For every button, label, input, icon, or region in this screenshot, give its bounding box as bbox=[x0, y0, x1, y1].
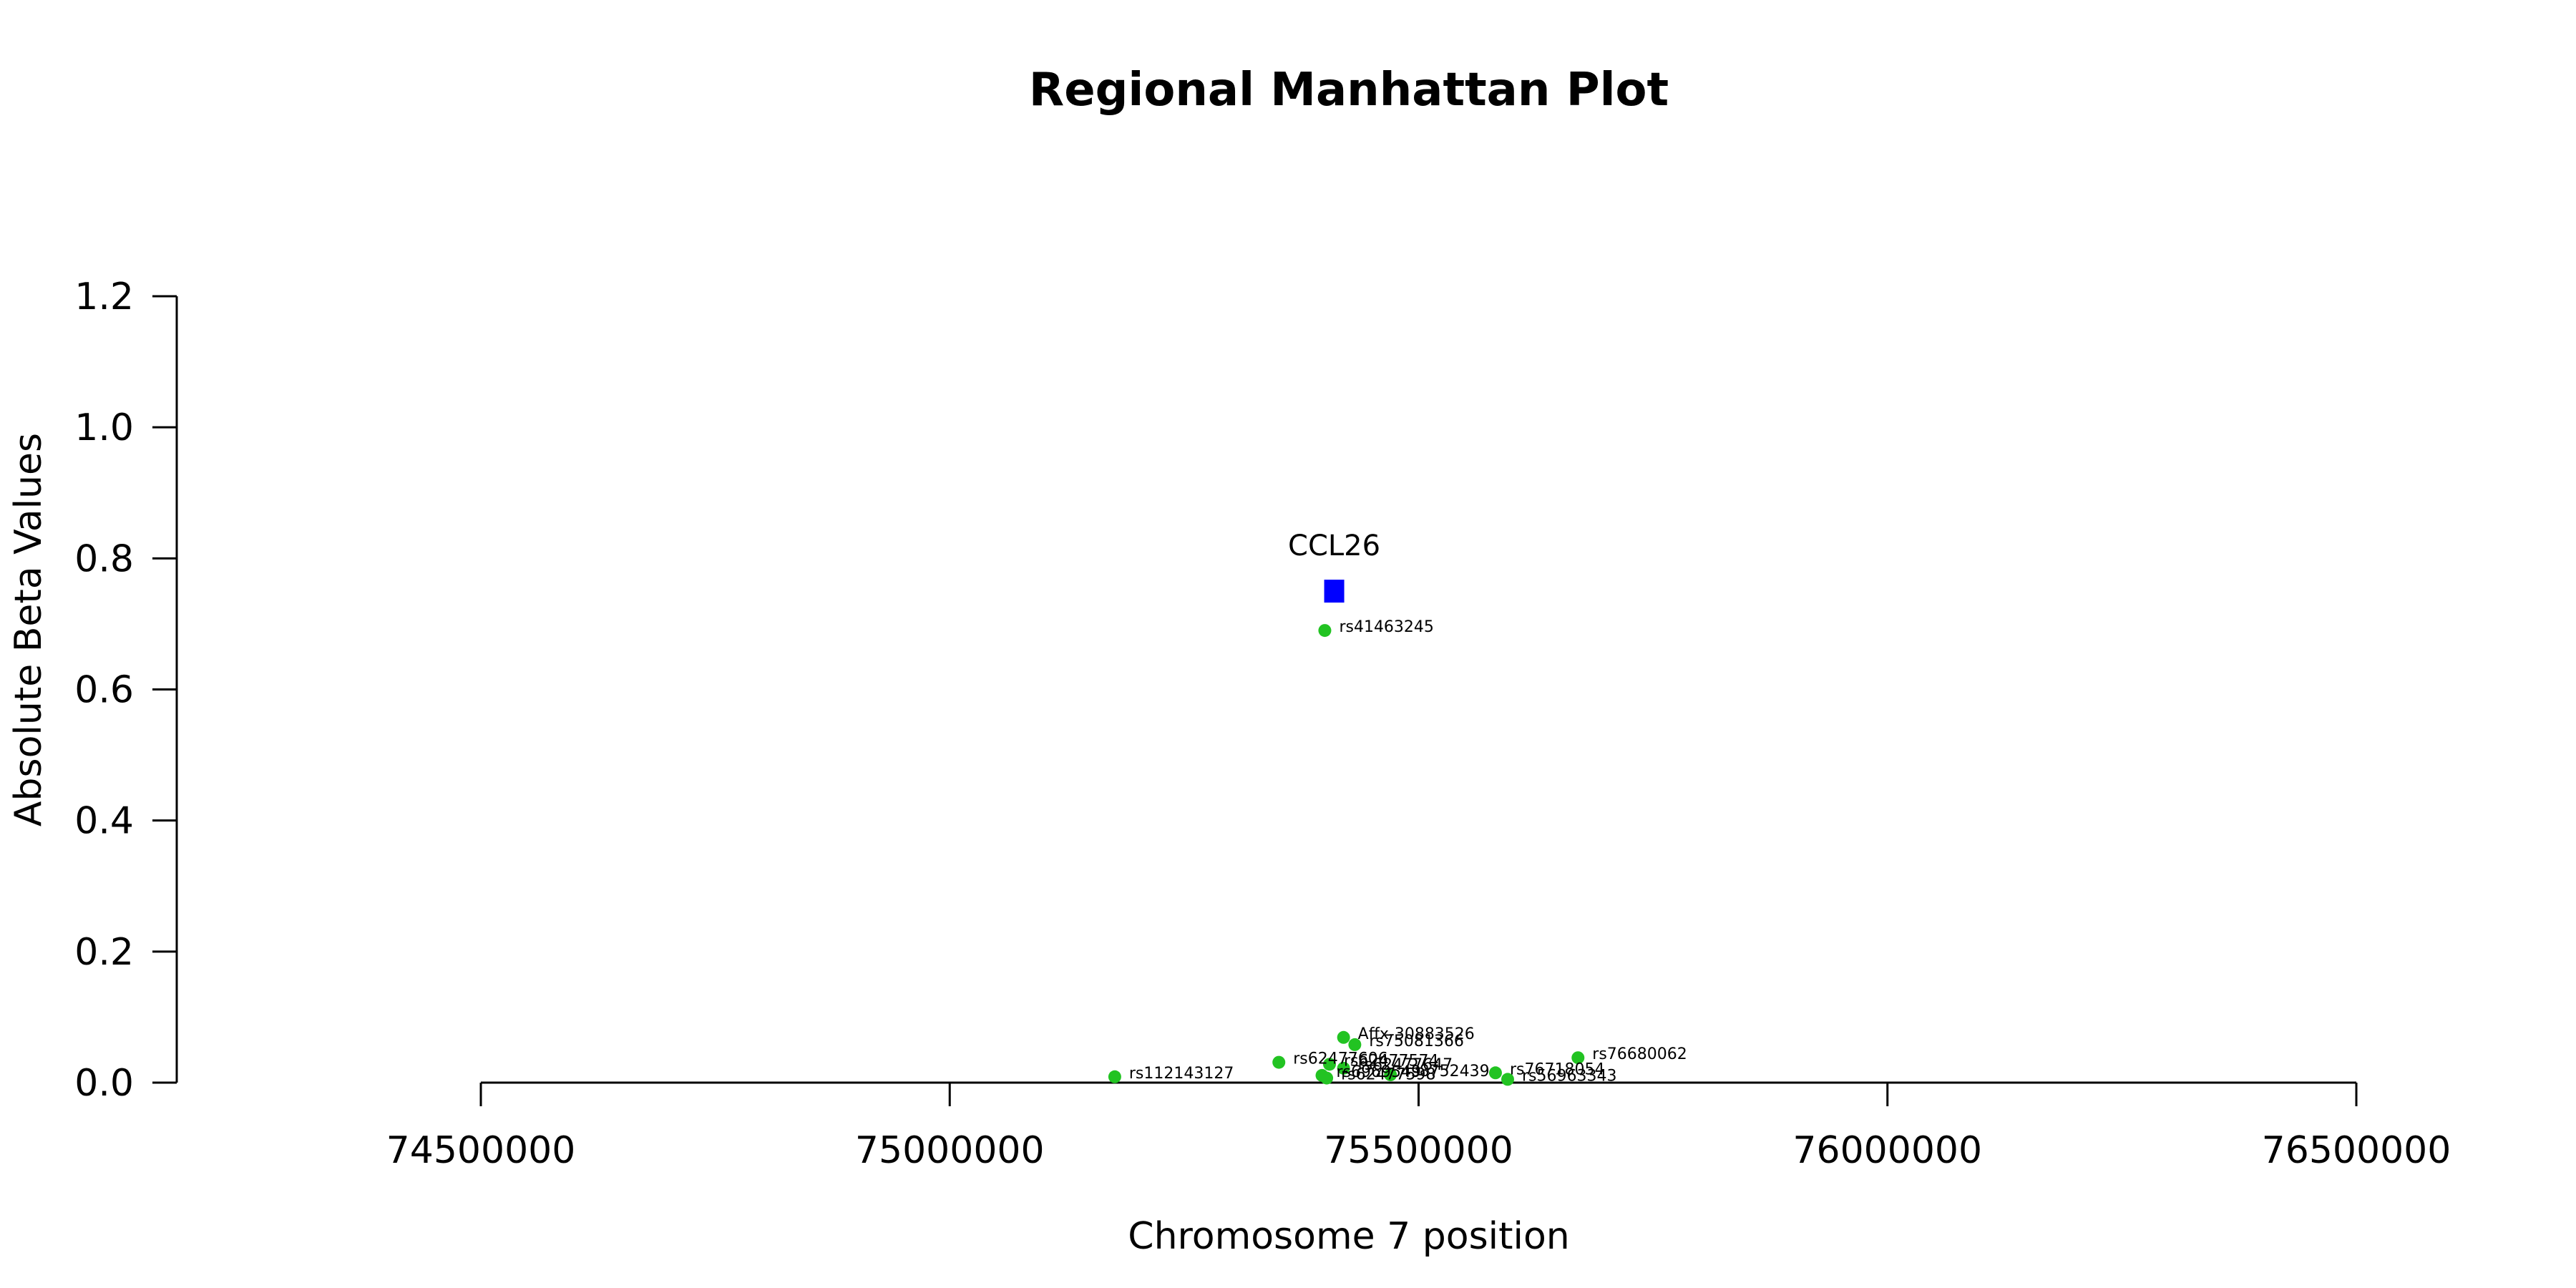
y-tick-label: 1.0 bbox=[74, 406, 134, 449]
y-axis-label: Absolute Beta Values bbox=[7, 433, 50, 826]
snp-label: rs75081366 bbox=[1369, 1033, 1463, 1050]
snp-point bbox=[1318, 624, 1332, 638]
y-tick-label: 0.2 bbox=[74, 931, 134, 974]
snp-points-layer bbox=[1108, 624, 1585, 1086]
gene-marker bbox=[1324, 580, 1345, 603]
snp-label: rs6969549 bbox=[1337, 1063, 1422, 1081]
x-tick-label: 74500000 bbox=[386, 1129, 576, 1172]
snp-point bbox=[1384, 1068, 1397, 1082]
snp-point bbox=[1501, 1073, 1514, 1086]
snp-label: Affx-30883526 bbox=[1358, 1025, 1475, 1043]
x-ticks: 74500000 75000000 75500000 76000000 76500000 bbox=[386, 1083, 2451, 1172]
snp-label: rs41463245 bbox=[1339, 618, 1433, 636]
gene-label: CCL26 bbox=[1288, 530, 1380, 562]
snp-label: rs112143127 bbox=[1129, 1065, 1234, 1083]
snp-point bbox=[1320, 1071, 1334, 1085]
snp-point bbox=[1488, 1066, 1502, 1080]
snp-label: rs62477574 bbox=[1344, 1052, 1438, 1070]
snp-label: rs56963343 bbox=[1522, 1067, 1616, 1085]
x-tick-label: 76500000 bbox=[2262, 1129, 2451, 1172]
gene-layer: CCL26 bbox=[1288, 530, 1380, 603]
snp-label: rs62477598 bbox=[1341, 1066, 1435, 1084]
y-tick-label: 0.0 bbox=[74, 1062, 134, 1105]
y-tick-label: 0.8 bbox=[74, 537, 134, 580]
x-axis-label: Chromosome 7 position bbox=[1128, 1215, 1569, 1258]
snp-point bbox=[1108, 1070, 1121, 1083]
x-tick-label: 75000000 bbox=[855, 1129, 1045, 1172]
snp-label: rs76680062 bbox=[1592, 1045, 1687, 1063]
snp-point bbox=[1323, 1058, 1337, 1071]
snp-point bbox=[1571, 1051, 1585, 1065]
x-tick-label: 76000000 bbox=[1792, 1129, 1982, 1172]
snp-point bbox=[1337, 1030, 1350, 1044]
snp-label: rs62477647 bbox=[1358, 1056, 1453, 1074]
snp-label: rs8752439 bbox=[1405, 1063, 1490, 1080]
snp-point bbox=[1348, 1038, 1362, 1051]
x-tick-label: 75500000 bbox=[1324, 1129, 1513, 1172]
y-tick-label: 0.6 bbox=[74, 669, 134, 712]
y-ticks: 0.0 0.2 0.4 0.6 0.8 1.0 1.2 bbox=[74, 275, 177, 1105]
snp-label: rs76718054 bbox=[1510, 1060, 1604, 1078]
snp-point bbox=[1337, 1061, 1350, 1075]
chart-title: Regional Manhattan Plot bbox=[1029, 64, 1669, 117]
y-tick-label: 1.2 bbox=[74, 275, 134, 318]
y-tick-label: 0.4 bbox=[74, 800, 134, 843]
snp-point bbox=[1272, 1055, 1286, 1069]
snp-label: rs62477606 bbox=[1293, 1050, 1387, 1068]
